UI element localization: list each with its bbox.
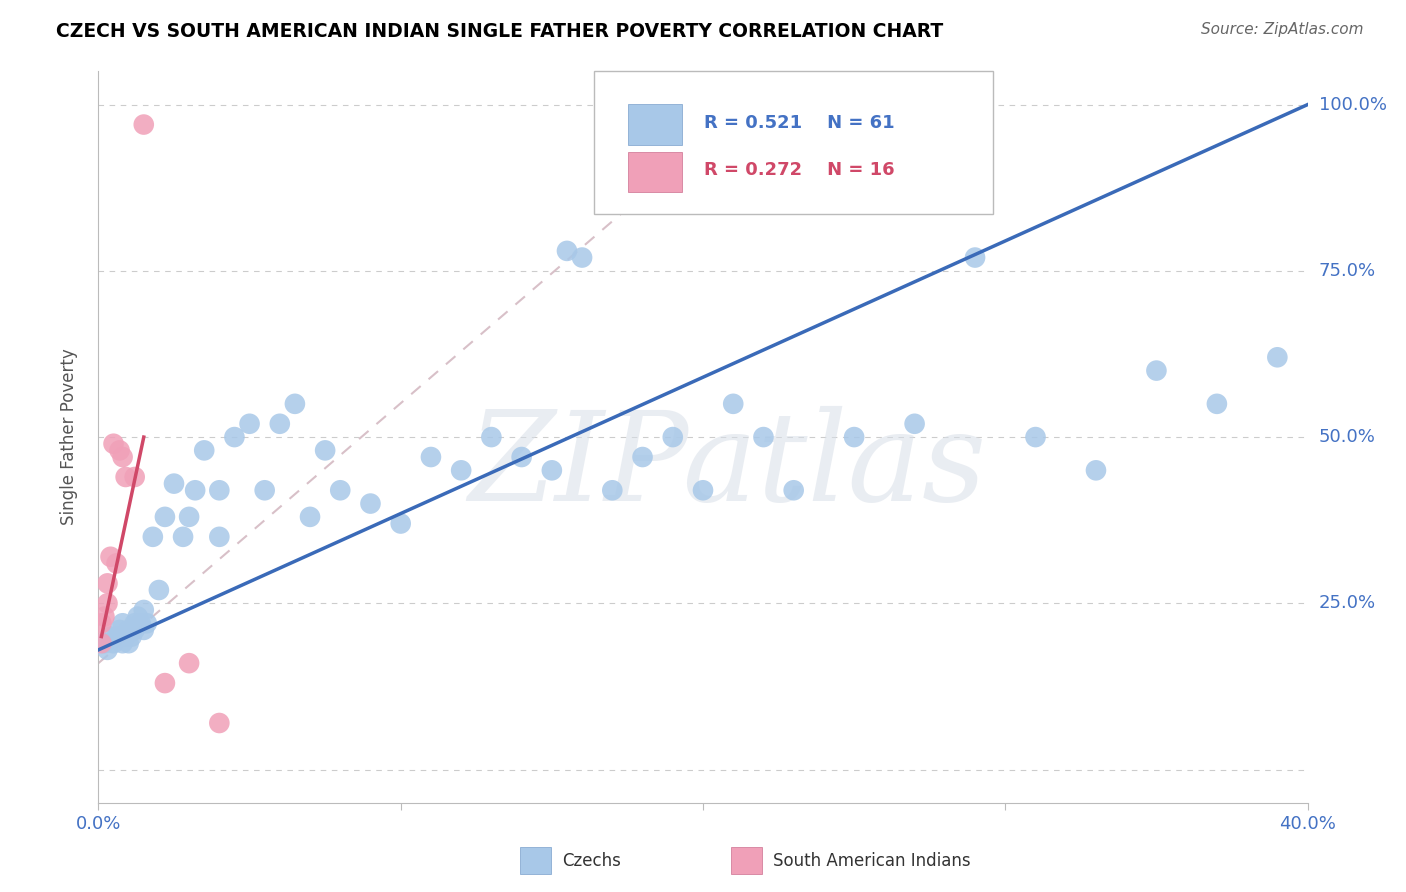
Point	[481, 430, 503, 444]
FancyBboxPatch shape	[628, 152, 682, 192]
Text: 25.0%: 25.0%	[1319, 594, 1376, 612]
Point	[571, 251, 593, 265]
Point	[193, 443, 215, 458]
Point	[153, 509, 176, 524]
Point	[111, 450, 134, 464]
Point	[148, 582, 170, 597]
Point	[299, 509, 322, 524]
Point	[105, 557, 128, 571]
Text: Source: ZipAtlas.com: Source: ZipAtlas.com	[1201, 22, 1364, 37]
Point	[163, 476, 186, 491]
Point	[118, 623, 141, 637]
Point	[111, 616, 134, 631]
Point	[96, 643, 118, 657]
Point	[360, 497, 382, 511]
Point	[132, 118, 155, 132]
Point	[90, 636, 112, 650]
Y-axis label: Single Father Poverty: Single Father Poverty	[59, 349, 77, 525]
Text: Czechs: Czechs	[562, 852, 621, 870]
Point	[782, 483, 804, 498]
Point	[269, 417, 291, 431]
Point	[253, 483, 276, 498]
Text: CZECH VS SOUTH AMERICAN INDIAN SINGLE FATHER POVERTY CORRELATION CHART: CZECH VS SOUTH AMERICAN INDIAN SINGLE FA…	[56, 22, 943, 41]
Point	[721, 397, 744, 411]
Point	[121, 630, 143, 644]
Point	[114, 470, 136, 484]
Text: South American Indians: South American Indians	[773, 852, 972, 870]
Point	[124, 623, 146, 637]
Point	[329, 483, 352, 498]
Point	[389, 516, 412, 531]
Point	[752, 430, 775, 444]
Point	[100, 630, 122, 644]
Point	[1024, 430, 1046, 444]
Point	[177, 656, 201, 670]
Point	[540, 463, 562, 477]
Point	[1085, 463, 1108, 477]
Point	[844, 430, 866, 444]
Point	[132, 603, 155, 617]
Text: ZIPatlas: ZIPatlas	[468, 406, 986, 527]
Text: 75.0%: 75.0%	[1319, 262, 1376, 280]
Point	[284, 397, 307, 411]
Point	[631, 450, 654, 464]
FancyBboxPatch shape	[628, 104, 682, 145]
Point	[692, 483, 714, 498]
Point	[661, 430, 683, 444]
Point	[132, 623, 155, 637]
Point	[96, 576, 118, 591]
Point	[555, 244, 578, 258]
Point	[108, 443, 131, 458]
Point	[450, 463, 472, 477]
Point	[100, 549, 122, 564]
Point	[1265, 351, 1288, 365]
Point	[142, 530, 165, 544]
Point	[153, 676, 176, 690]
Point	[239, 417, 262, 431]
FancyBboxPatch shape	[595, 71, 993, 214]
Point	[1144, 363, 1167, 377]
Point	[172, 530, 194, 544]
Point	[602, 483, 624, 498]
Point	[314, 443, 336, 458]
Point	[118, 636, 141, 650]
Point	[114, 630, 136, 644]
Point	[184, 483, 207, 498]
Point	[208, 716, 231, 731]
Point	[129, 616, 152, 631]
Point	[124, 470, 146, 484]
Text: 100.0%: 100.0%	[1319, 95, 1386, 113]
Point	[124, 616, 146, 631]
Point	[93, 609, 115, 624]
Text: R = 0.521    N = 61: R = 0.521 N = 61	[704, 113, 894, 131]
Point	[90, 616, 112, 631]
Point	[127, 609, 149, 624]
Text: R = 0.272    N = 16: R = 0.272 N = 16	[704, 161, 894, 179]
Point	[965, 251, 987, 265]
Point	[208, 530, 231, 544]
Point	[135, 616, 157, 631]
Point	[904, 417, 927, 431]
Point	[93, 636, 115, 650]
Point	[1206, 397, 1229, 411]
Point	[224, 430, 246, 444]
Point	[177, 509, 201, 524]
Point	[510, 450, 533, 464]
Point	[419, 450, 441, 464]
Point	[103, 636, 125, 650]
Point	[108, 623, 131, 637]
Text: 50.0%: 50.0%	[1319, 428, 1375, 446]
Point	[105, 630, 128, 644]
Point	[208, 483, 231, 498]
Point	[96, 596, 118, 610]
Point	[111, 636, 134, 650]
Point	[103, 436, 125, 450]
